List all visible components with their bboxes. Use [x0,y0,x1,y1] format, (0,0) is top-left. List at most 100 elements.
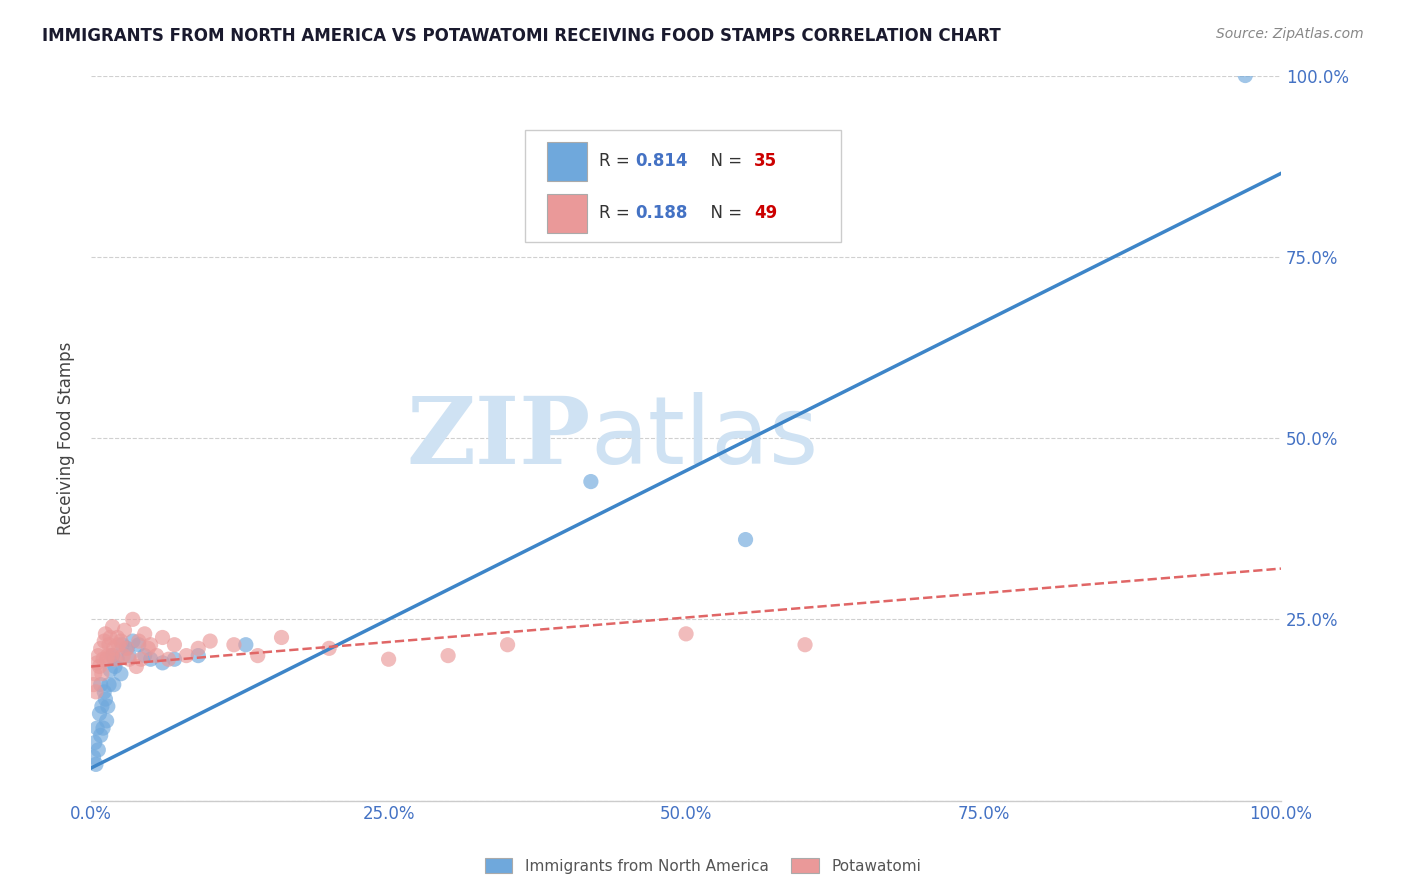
Point [83,666,105,681]
Point [222,638,245,652]
Point [86,721,108,735]
Text: ZIP: ZIP [406,393,591,483]
Point [318,641,340,656]
Point [90,641,112,656]
Point [1234,69,1257,83]
Point [86,656,108,670]
Point [83,750,105,764]
Point [87,743,110,757]
Point [115,641,138,656]
Point [734,533,756,547]
Point [139,652,162,666]
Point [101,619,124,633]
Point [110,666,132,681]
Point [96,652,118,666]
Point [579,475,602,489]
Point [675,627,697,641]
Point [97,648,120,663]
Text: 0.814: 0.814 [636,152,688,170]
Point [187,648,209,663]
FancyBboxPatch shape [547,194,588,233]
Point [107,638,129,652]
Point [90,666,112,681]
Text: 0.188: 0.188 [636,204,688,222]
Point [128,634,150,648]
Point [98,631,121,645]
Text: 35: 35 [754,152,778,170]
Point [129,652,152,666]
Text: Source: ZipAtlas.com: Source: ZipAtlas.com [1216,27,1364,41]
Point [437,648,460,663]
Point [93,634,115,648]
Point [114,624,136,638]
Point [112,648,135,663]
Point [89,659,111,673]
Point [246,648,269,663]
Point [94,692,117,706]
Point [94,627,117,641]
Point [104,659,127,673]
Point [83,677,105,691]
Text: N =: N = [700,152,748,170]
Point [90,677,112,691]
FancyBboxPatch shape [547,142,588,181]
Point [163,652,186,666]
Text: R =: R = [599,204,636,222]
Legend: Immigrants from North America, Potawatomi: Immigrants from North America, Potawatom… [479,852,927,880]
Point [98,677,121,691]
Point [100,648,122,663]
Text: N =: N = [700,204,748,222]
Point [187,641,209,656]
Point [377,652,399,666]
Point [121,612,143,626]
Point [110,634,132,648]
Point [104,652,127,666]
Point [111,638,134,652]
Point [91,721,114,735]
Point [93,685,115,699]
Point [270,631,292,645]
Point [118,652,141,666]
Point [87,648,110,663]
Point [157,652,180,666]
Point [118,648,141,663]
Point [128,638,150,652]
Point [96,714,118,728]
Point [83,736,105,750]
Point [139,638,162,652]
Point [794,638,817,652]
FancyBboxPatch shape [526,130,841,243]
Point [134,627,156,641]
Text: atlas: atlas [591,392,820,484]
Point [163,638,186,652]
Point [103,677,125,691]
Point [136,641,159,656]
Text: IMMIGRANTS FROM NORTH AMERICA VS POTAWATOMI RECEIVING FOOD STAMPS CORRELATION CH: IMMIGRANTS FROM NORTH AMERICA VS POTAWAT… [42,27,1001,45]
Point [198,634,221,648]
Point [152,656,174,670]
Point [105,652,128,666]
Point [134,648,156,663]
Point [84,757,107,772]
Point [105,631,128,645]
Point [84,685,107,699]
Point [90,699,112,714]
Point [145,648,167,663]
Point [101,648,124,663]
Point [152,631,174,645]
Point [98,663,121,677]
Point [176,648,198,663]
Point [121,634,143,648]
Y-axis label: Receiving Food Stamps: Receiving Food Stamps [58,342,75,535]
Point [103,641,125,656]
Point [496,638,519,652]
Point [125,659,148,673]
Point [89,706,111,721]
Text: R =: R = [599,152,636,170]
Point [98,638,121,652]
Point [91,652,114,666]
Point [90,728,112,742]
Point [115,641,138,656]
Point [235,638,257,652]
Point [97,699,120,714]
